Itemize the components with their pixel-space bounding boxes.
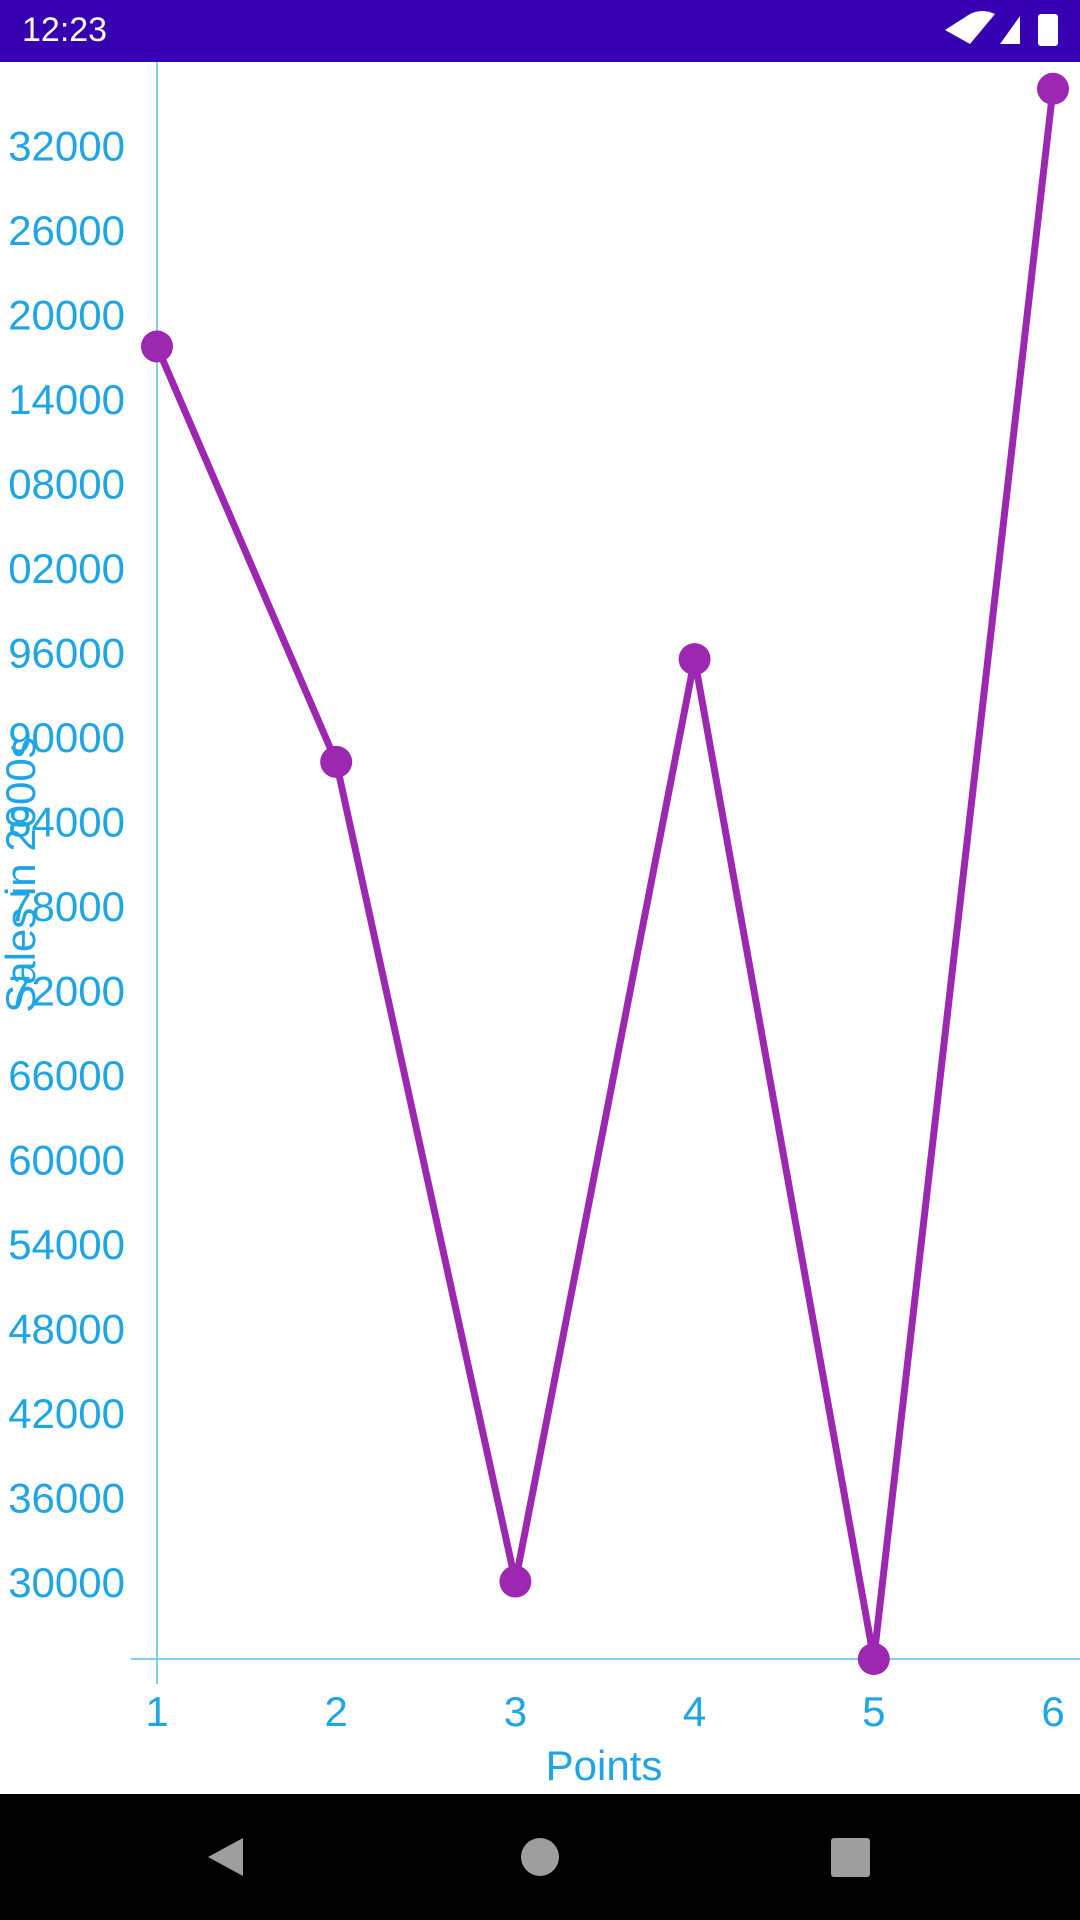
y-tick-label: 08000 — [8, 460, 125, 507]
y-tick-label: 78000 — [8, 883, 125, 930]
x-tick-label: 4 — [683, 1688, 706, 1735]
status-time: 12:23 — [22, 11, 107, 49]
x-tick-label: 6 — [1041, 1688, 1064, 1735]
y-tick-label: 54000 — [8, 1221, 125, 1268]
back-button[interactable] — [208, 1838, 243, 1876]
chart: 30000 36000 42000 48000 54000 60000 66000 72000… — [0, 62, 1080, 1789]
y-tick-label: 02000 — [8, 545, 125, 592]
data-point — [678, 643, 711, 676]
y-tick-label: 48000 — [8, 1305, 125, 1352]
data-point — [857, 1643, 890, 1675]
y-axis-title: Sales in 2000s — [0, 737, 44, 1013]
data-point — [141, 330, 173, 363]
x-tick-label: 1 — [145, 1688, 168, 1735]
x-tick-label: 2 — [325, 1688, 348, 1735]
recents-button[interactable] — [831, 1838, 870, 1877]
y-tick-label: 30000 — [8, 1559, 125, 1606]
home-button[interactable] — [521, 1838, 559, 1876]
y-tick-label: 32000 — [8, 122, 125, 169]
y-tick-label: 20000 — [8, 291, 125, 338]
y-tick-label: 14000 — [8, 376, 125, 423]
x-tick-label: 5 — [862, 1688, 885, 1735]
x-axis-title: Points — [546, 1742, 663, 1789]
y-tick-label: 96000 — [8, 629, 125, 676]
y-tick-label: 84000 — [8, 798, 125, 845]
y-tick-label: 72000 — [8, 967, 125, 1014]
data-point — [320, 745, 353, 778]
data-point — [499, 1565, 532, 1598]
battery-icon — [1038, 14, 1058, 46]
y-tick-label: 36000 — [8, 1474, 125, 1521]
x-tick-label: 3 — [504, 1688, 527, 1735]
y-tick-label: 42000 — [8, 1390, 125, 1437]
y-tick-label: 60000 — [8, 1136, 125, 1183]
data-point — [1037, 72, 1069, 105]
wifi-icon — [945, 11, 995, 44]
signal-icon — [1000, 16, 1020, 44]
y-tick-label: 90000 — [8, 714, 125, 761]
y-tick-label: 66000 — [8, 1052, 125, 1099]
y-tick-label: 26000 — [8, 207, 125, 254]
data-line — [153, 88, 1057, 1660]
status-bar — [0, 0, 1080, 62]
